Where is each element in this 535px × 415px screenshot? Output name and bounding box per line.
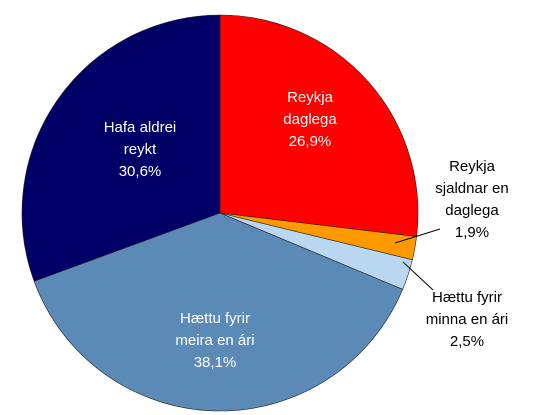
category-label: Hafa aldrei reykt [103,119,177,158]
value-label: 38,1% [193,354,237,371]
slice-label: Reykja daglega 26,9% [275,87,345,153]
pie-slice [219,14,419,237]
slice-label: Reykja sjaldnar en daglega 1,9% [429,156,515,244]
category-label: Hættu fyrir minna en ári [425,289,509,328]
value-label: 2,5% [449,333,485,350]
slice-label: Hættu fyrir meira en ári 38,1% [163,308,267,374]
leader-line [402,261,434,291]
value-label: 1,9% [454,224,490,241]
category-label: Reykja daglega [283,89,337,128]
pie-slice [33,212,404,412]
value-label: 30,6% [118,163,162,180]
slice-label: Hættu fyrir minna en ári 2,5% [424,287,510,353]
category-label: Reykja sjaldnar en daglega [435,158,509,219]
value-label: 26,9% [288,133,332,150]
leader-line [394,228,441,244]
slice-label: Hafa aldrei reykt 30,6% [94,117,186,183]
pie-slice [21,14,221,282]
category-label: Hættu fyrir meira en ári [175,310,255,349]
